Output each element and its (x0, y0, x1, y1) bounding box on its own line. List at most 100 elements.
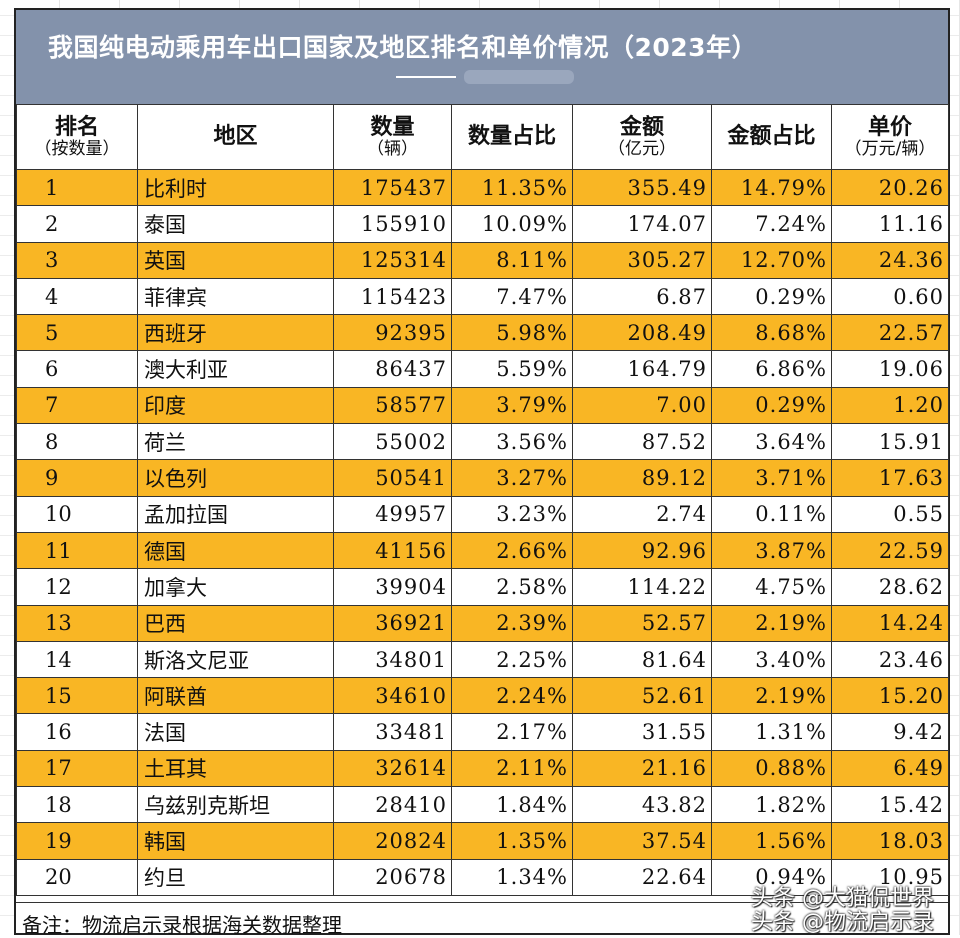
table-row: 17 土耳其 32614 2.11% 21.16 0.88% 6.49 (16, 749, 949, 788)
cell-rank: 15 (16, 677, 138, 715)
cell-region: 阿联酋 (137, 677, 334, 715)
cell-amount: 31.55 (572, 713, 712, 751)
cell-rank: 7 (16, 386, 138, 425)
table-row: 10 孟加拉国 49957 3.23% 2.74 0.11% 0.55 (16, 495, 949, 533)
cell-region: 澳大利亚 (137, 350, 334, 388)
cell-quantity-share: 1.84% (451, 786, 573, 824)
table-row: 7 印度 58577 3.79% 7.00 0.29% 1.20 (16, 386, 949, 425)
cell-amount-share: 0.11% (711, 495, 832, 533)
cell-quantity-share: 2.66% (451, 531, 573, 570)
cell-amount-share: 6.86% (711, 350, 832, 388)
title-bar: 我国纯电动乘用车出口国家及地区排名和单价情况（2023年） (16, 10, 948, 106)
cell-quantity-share: 2.39% (451, 604, 573, 642)
footnote: 备注：物流启示录根据海关数据整理 (22, 913, 342, 937)
table-row: 19 韩国 20824 1.35% 37.54 1.56% 18.03 (16, 822, 949, 860)
cell-unit-price: 11.16 (831, 205, 949, 243)
cell-quantity: 36921 (333, 604, 452, 642)
cell-quantity-share: 2.17% (451, 713, 573, 751)
cell-unit-price: 23.46 (831, 640, 949, 679)
header-cell-amount-share: 金额占比 (711, 104, 832, 170)
cell-amount: 52.57 (572, 604, 712, 642)
header-cell-amount: 金额 （亿元） (572, 104, 712, 170)
cell-unit-price: 17.63 (831, 459, 949, 497)
table-sheet: 我国纯电动乘用车出口国家及地区排名和单价情况（2023年） 排名 （按数量） 地区… (14, 8, 950, 937)
cell-amount: 89.12 (572, 459, 712, 497)
cell-quantity: 33481 (333, 713, 452, 751)
cell-quantity: 32614 (333, 749, 452, 788)
cell-amount-share: 0.29% (711, 386, 832, 425)
cell-unit-price: 0.60 (831, 277, 949, 316)
table-row: 11 德国 41156 2.66% 92.96 3.87% 22.59 (16, 531, 949, 570)
cell-unit-price: 14.24 (831, 604, 949, 642)
cell-unit-price: 15.91 (831, 423, 949, 461)
cell-rank: 12 (16, 568, 138, 606)
cell-quantity-share: 2.24% (451, 677, 573, 715)
cell-region: 韩国 (137, 822, 334, 860)
cell-amount: 92.96 (572, 531, 712, 570)
table-row: 8 荷兰 55002 3.56% 87.52 3.64% 15.91 (16, 423, 949, 461)
header-cell-quantity-share: 数量占比 (451, 104, 573, 170)
cell-quantity-share: 3.56% (451, 423, 573, 461)
cell-quantity-share: 5.59% (451, 350, 573, 388)
cell-quantity: 28410 (333, 786, 452, 824)
table-row: 6 澳大利亚 86437 5.59% 164.79 6.86% 19.06 (16, 350, 949, 388)
cell-region: 斯洛文尼亚 (137, 640, 334, 679)
table-row: 2 泰国 155910 10.09% 174.07 7.24% 11.16 (16, 205, 949, 243)
cell-region: 泰国 (137, 205, 334, 243)
cell-region: 比利时 (137, 168, 334, 207)
cell-quantity-share: 8.11% (451, 241, 573, 279)
cell-unit-price: 15.42 (831, 786, 949, 824)
header-cell-rank: 排名 （按数量） (16, 104, 138, 170)
cell-quantity: 20824 (333, 822, 452, 860)
cell-unit-price: 19.06 (831, 350, 949, 388)
title-blurred-subtitle (464, 70, 574, 84)
table-row: 1 比利时 175437 11.35% 355.49 14.79% 20.26 (16, 168, 949, 207)
title-dash (396, 76, 456, 78)
cell-amount-share: 3.71% (711, 459, 832, 497)
cell-quantity: 41156 (333, 531, 452, 570)
cell-quantity-share: 3.27% (451, 459, 573, 497)
cell-amount: 355.49 (572, 168, 712, 207)
cell-amount: 2.74 (572, 495, 712, 533)
table-row: 3 英国 125314 8.11% 305.27 12.70% 24.36 (16, 241, 949, 279)
cell-quantity-share: 5.98% (451, 314, 573, 352)
cell-rank: 11 (16, 531, 138, 570)
cell-amount: 208.49 (572, 314, 712, 352)
cell-amount-share: 3.40% (711, 640, 832, 679)
cell-rank: 9 (16, 459, 138, 497)
cell-region: 英国 (137, 241, 334, 279)
cell-region: 约旦 (137, 858, 334, 896)
header-cell-unit-price: 单价 （万元/辆） (831, 104, 949, 170)
cell-rank: 8 (16, 423, 138, 461)
table-body: 1 比利时 175437 11.35% 355.49 14.79% 20.26 2 泰国 1559… (16, 168, 949, 896)
cell-amount-share: 0.88% (711, 749, 832, 788)
cell-quantity-share: 3.79% (451, 386, 573, 425)
cell-amount-share: 3.64% (711, 423, 832, 461)
cell-rank: 6 (16, 350, 138, 388)
cell-quantity: 34610 (333, 677, 452, 715)
cell-unit-price: 1.20 (831, 386, 949, 425)
cell-quantity-share: 10.09% (451, 205, 573, 243)
cell-amount: 6.87 (572, 277, 712, 316)
cell-quantity-share: 2.11% (451, 749, 573, 788)
cell-amount: 21.16 (572, 749, 712, 788)
cell-quantity-share: 1.35% (451, 822, 573, 860)
watermark: 头条 @大猫侃世界 头条 @物流启示录 (751, 887, 934, 935)
cell-unit-price: 20.26 (831, 168, 949, 207)
cell-amount-share: 2.19% (711, 604, 832, 642)
cell-amount-share: 7.24% (711, 205, 832, 243)
cell-quantity: 39904 (333, 568, 452, 606)
watermark-line: 头条 @物流启示录 (751, 910, 934, 935)
cell-quantity: 92395 (333, 314, 452, 352)
cell-quantity: 58577 (333, 386, 452, 425)
cell-unit-price: 22.59 (831, 531, 949, 570)
cell-quantity: 50541 (333, 459, 452, 497)
cell-quantity: 34801 (333, 640, 452, 679)
cell-quantity: 20678 (333, 858, 452, 896)
cell-amount: 52.61 (572, 677, 712, 715)
cell-quantity-share: 7.47% (451, 277, 573, 316)
cell-rank: 14 (16, 640, 138, 679)
cell-amount-share: 1.31% (711, 713, 832, 751)
cell-quantity: 86437 (333, 350, 452, 388)
cell-quantity-share: 2.58% (451, 568, 573, 606)
